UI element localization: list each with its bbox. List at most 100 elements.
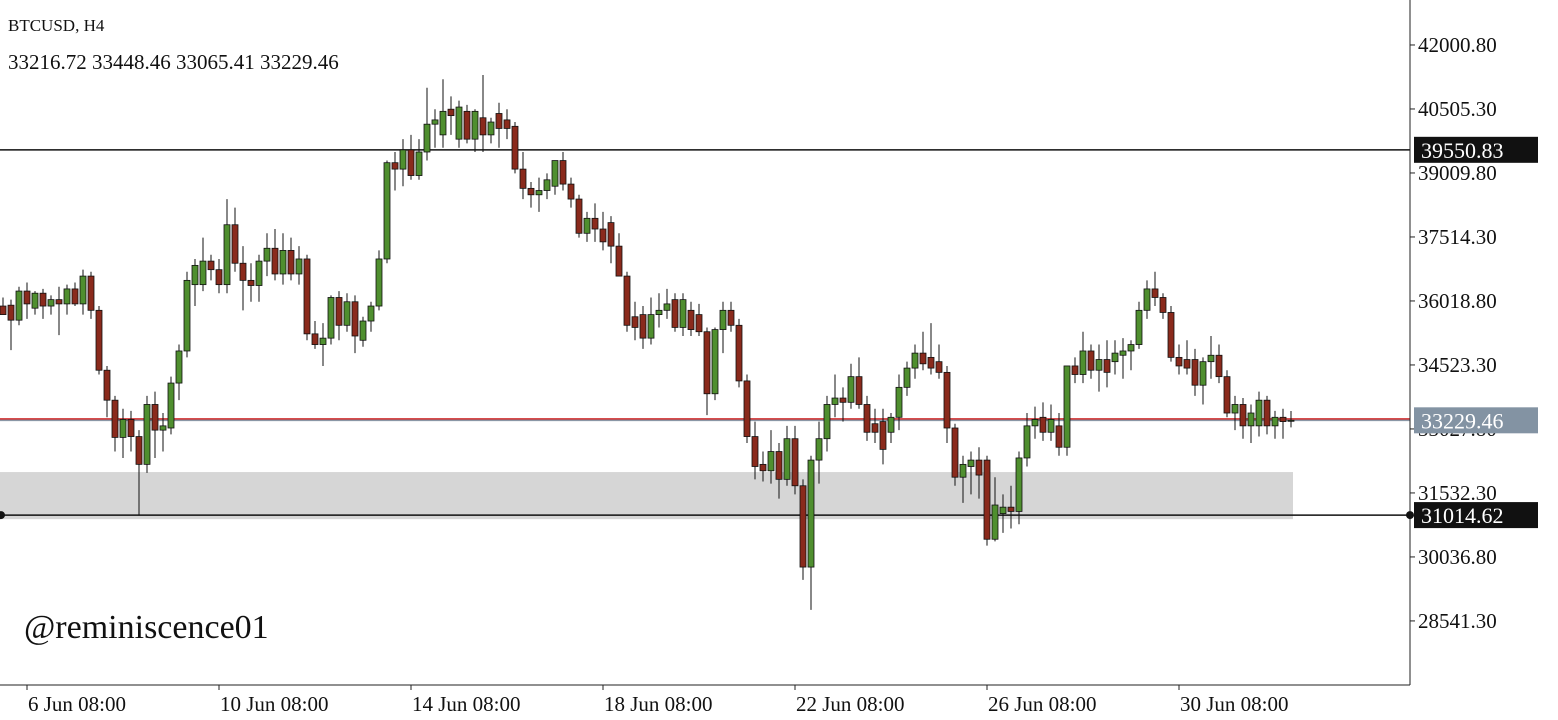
candle-body: [599, 228, 607, 243]
candle-body: [751, 436, 759, 467]
candle-body: [535, 190, 543, 196]
candle-body: [135, 436, 143, 465]
candle-body: [39, 292, 47, 307]
candle-body: [1223, 376, 1231, 414]
candle-body: [415, 151, 423, 176]
candle-body: [1127, 344, 1135, 352]
candle-body: [487, 121, 495, 136]
x-tick-label: 14 Jun 08:00: [412, 692, 521, 716]
candle-body: [1191, 359, 1199, 386]
watermark: @reminiscence01: [24, 609, 269, 646]
candle-body: [863, 404, 871, 433]
candle-body: [31, 292, 39, 309]
candle-body: [463, 110, 471, 140]
level-handle: [1406, 511, 1414, 520]
candle-body: [711, 329, 719, 395]
candle-body: [1095, 359, 1103, 371]
ohlc-header: 33216.72 33448.46 33065.41 33229.46: [8, 50, 339, 74]
candle-body: [639, 314, 647, 339]
candle-body: [1015, 457, 1023, 512]
candle-body: [343, 301, 351, 326]
y-tick-label: 34523.30: [1418, 353, 1497, 377]
candle-body: [239, 262, 247, 281]
candle-body: [967, 459, 975, 467]
candle-body: [407, 149, 415, 176]
candle-body: [271, 247, 279, 275]
candle-body: [431, 119, 439, 125]
candle-body: [367, 305, 375, 322]
candle-body: [95, 309, 103, 371]
candle-body: [103, 369, 111, 401]
y-tick-label: 28541.30: [1418, 609, 1497, 633]
candle-body: [519, 168, 527, 189]
candle-body: [1151, 288, 1159, 298]
candle-body: [1271, 416, 1279, 427]
candle-body: [1247, 412, 1255, 427]
candle-body: [959, 463, 967, 478]
candle-body: [1215, 354, 1223, 378]
candle-body: [199, 260, 207, 286]
candle-body: [1023, 425, 1031, 459]
candle-body: [223, 224, 231, 286]
candle-body: [815, 438, 823, 461]
candle-body: [391, 162, 399, 170]
candle-body: [303, 258, 311, 335]
candle-body: [695, 314, 703, 333]
level-label-box: [1414, 502, 1538, 529]
candle-body: [111, 399, 119, 438]
last-price-box: [1414, 407, 1538, 434]
candle-body: [1231, 404, 1239, 414]
candle-body: [1239, 404, 1247, 427]
candle-body: [575, 198, 583, 234]
candle-body: [903, 367, 911, 388]
candle-body: [1207, 354, 1215, 363]
ohlc-low: 33065.41: [176, 50, 255, 74]
candle-body: [279, 250, 287, 275]
y-tick-label: 42000.80: [1418, 33, 1497, 57]
candle-body: [503, 119, 511, 129]
candle-body: [1103, 359, 1111, 373]
candle-body: [167, 382, 175, 429]
candle-body: [1135, 309, 1143, 345]
candle-body: [207, 260, 215, 271]
candle-body: [999, 506, 1007, 514]
candle-body: [687, 309, 695, 330]
candle-body: [1055, 425, 1063, 448]
candle-body: [7, 304, 15, 321]
candle-body: [351, 301, 359, 337]
candle-body: [807, 459, 815, 568]
candle-body: [1079, 350, 1087, 375]
candle-body: [287, 250, 295, 275]
last-price-label: 33229.46: [1421, 408, 1504, 433]
candle-body: [423, 123, 431, 153]
candle-body: [855, 376, 863, 405]
x-tick-label: 10 Jun 08:00: [220, 692, 329, 716]
candle-body: [919, 352, 927, 365]
candle-body: [447, 108, 455, 117]
candle-body: [631, 316, 639, 328]
candle-body: [871, 423, 879, 433]
candle-body: [775, 451, 783, 480]
y-tick-label: 39009.80: [1418, 161, 1497, 185]
candle-body: [23, 290, 31, 305]
candle-body: [1039, 416, 1047, 433]
candle-body: [543, 179, 551, 191]
level-label-box: [1414, 136, 1538, 163]
candle-body: [1167, 312, 1175, 358]
candle-body: [159, 425, 167, 431]
candle-body: [455, 106, 463, 140]
candle-body: [1183, 359, 1191, 369]
candle-body: [471, 110, 479, 140]
candle-body: [719, 309, 727, 330]
candle-body: [935, 361, 943, 373]
candle-body: [887, 416, 895, 433]
candle-body: [375, 258, 383, 307]
candle-body: [655, 309, 663, 316]
plot-area: [0, 74, 1410, 610]
candle-body: [951, 427, 959, 478]
candle-body: [591, 217, 599, 230]
candle-body: [191, 264, 199, 286]
x-tick-label: 30 Jun 08:00: [1180, 692, 1289, 716]
